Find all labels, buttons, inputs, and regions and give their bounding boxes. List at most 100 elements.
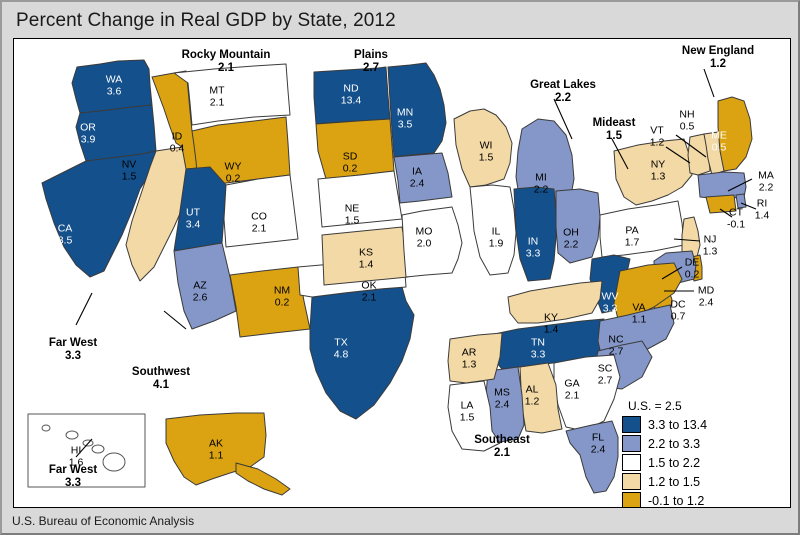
state-abbr: PA — [625, 224, 639, 237]
legend: U.S. = 2.5 3.3 to 13.4 2.2 to 3.3 1.5 to 2… — [622, 399, 707, 507]
state-label-NJ: NJ 1.3 — [702, 233, 718, 258]
state-label-WA: WA 3.6 — [106, 74, 123, 98]
state-shape-CA[interactable] — [41, 150, 157, 278]
state-value: 2.7 — [608, 345, 624, 357]
state-label-GA: GA 2.1 — [564, 378, 580, 402]
state-value: 0.2 — [225, 172, 241, 184]
state-label-AK: AK 1.1 — [209, 438, 224, 462]
state-label-ME: ME 0.5 — [711, 129, 727, 154]
state-label-NC: NC 2.7 — [608, 334, 624, 358]
state-label-IA: IA 2.4 — [410, 166, 425, 190]
state-shape-ME[interactable] — [717, 96, 753, 172]
state-shape-NM[interactable] — [229, 266, 311, 338]
state-label-VA: VA 1.1 — [632, 301, 647, 326]
state-abbr: SC — [597, 362, 613, 375]
legend-swatch-0 — [622, 416, 641, 433]
region-label: Mideast 1.5 — [592, 117, 636, 142]
state-shape-MT[interactable] — [173, 63, 291, 126]
state-shape-LA[interactable] — [447, 380, 501, 452]
state-value: 1.3 — [702, 245, 718, 257]
state-value: 2.2 — [563, 238, 579, 250]
region-label: Southeast 2.1 — [474, 434, 530, 459]
legend-swatch-3 — [622, 473, 641, 490]
state-abbr: IN — [527, 235, 539, 248]
legend-label-3: 1.2 to 1.5 — [648, 474, 701, 489]
state-label-IN: IN 3.3 — [526, 235, 541, 260]
state-shape-AR[interactable] — [447, 332, 503, 384]
state-label-HI: HI 1.6 — [69, 445, 84, 469]
legend-item[interactable]: 1.2 to 1.5 — [622, 473, 707, 490]
region-label: Far West 3.3 — [48, 337, 98, 362]
state-shape-AK-panhandle[interactable] — [235, 462, 291, 496]
state-label-MT: MT 2.1 — [209, 85, 224, 109]
hawaii-inset-box — [27, 413, 146, 488]
state-label-WI: WI 1.5 — [479, 140, 494, 164]
state-shape-MA[interactable] — [697, 171, 747, 200]
state-label-OK: OK 2.1 — [361, 280, 376, 304]
state-abbr: IL — [491, 225, 501, 238]
state-label-MI: MI 2.2 — [534, 172, 549, 196]
state-abbr: KY — [543, 311, 559, 324]
state-shape-PA[interactable] — [599, 200, 685, 258]
source-note: U.S. Bureau of Economic Analysis — [12, 514, 195, 528]
state-shape-OH[interactable] — [555, 188, 601, 264]
state-shape-MN[interactable] — [387, 62, 447, 158]
state-shape-CT[interactable] — [705, 194, 737, 214]
state-abbr: NH — [679, 108, 695, 121]
state-shape-MO[interactable] — [401, 206, 463, 278]
state-abbr: KS — [358, 246, 374, 259]
state-shape-KY[interactable] — [507, 280, 603, 324]
state-value: 1.4 — [543, 323, 559, 335]
state-abbr: NE — [344, 202, 360, 215]
state-abbr: ME — [711, 129, 727, 142]
hawaii-islands[interactable] — [41, 424, 126, 472]
state-shape-IN[interactable] — [513, 186, 557, 282]
state-shape-TX[interactable] — [309, 286, 415, 420]
state-label-NV: NV 1.5 — [122, 159, 137, 183]
state-label-UT: UT 3.4 — [185, 207, 201, 231]
state-value: 3.6 — [106, 85, 122, 97]
state-value: 2.4 — [494, 398, 510, 410]
state-shape-IL[interactable] — [469, 184, 517, 276]
legend-item[interactable]: -0.1 to 1.2 — [622, 492, 707, 507]
state-abbr: NY — [650, 158, 666, 171]
state-shape-CO[interactable] — [223, 174, 299, 248]
state-label-AZ: AZ 2.6 — [193, 280, 208, 304]
state-value: 2.1 — [564, 389, 580, 401]
state-abbr: AL — [525, 383, 539, 396]
state-shape-NE[interactable] — [317, 170, 403, 228]
state-value: 0.2 — [684, 268, 700, 280]
state-value: 3.4 — [185, 218, 201, 230]
state-shape-WI[interactable] — [453, 108, 513, 188]
state-value: 4.8 — [333, 348, 349, 360]
state-value: 3.5 — [57, 234, 73, 246]
legend-item[interactable]: 1.5 to 2.2 — [622, 454, 707, 471]
state-abbr: MD — [697, 284, 715, 297]
state-shape-IA[interactable] — [393, 152, 453, 204]
state-shape-FL[interactable] — [565, 420, 619, 494]
state-value: 0.7 — [670, 310, 686, 322]
state-abbr: LA — [460, 399, 474, 412]
state-abbr: VT — [650, 124, 664, 137]
state-label-MD: MD 2.4 — [697, 284, 715, 309]
legend-item[interactable]: 3.3 to 13.4 — [622, 416, 707, 433]
state-label-SC: SC 2.7 — [597, 362, 613, 387]
state-shape-AZ[interactable] — [173, 242, 237, 330]
state-abbr: NJ — [703, 233, 717, 246]
state-label-NY: NY 1.3 — [650, 158, 666, 183]
legend-swatch-2 — [622, 454, 641, 471]
state-value: 2.0 — [416, 237, 432, 249]
state-label-DC: DC 0.7 — [670, 299, 686, 323]
state-value: 3.5 — [397, 118, 413, 130]
legend-item[interactable]: 2.2 to 3.3 — [622, 435, 707, 452]
state-shape-NY[interactable] — [613, 138, 693, 206]
state-label-PA: PA 1.7 — [625, 224, 640, 249]
state-abbr: CT — [729, 206, 743, 219]
state-label-CA: CA 3.5 — [57, 222, 73, 247]
state-abbr: VA — [632, 301, 646, 314]
state-abbr: CA — [57, 222, 73, 235]
state-label-ND: ND 13.4 — [341, 83, 361, 107]
state-label-TX: TX 4.8 — [333, 337, 349, 361]
state-abbr: CO — [251, 210, 267, 223]
legend-national-value: U.S. = 2.5 — [628, 399, 682, 413]
